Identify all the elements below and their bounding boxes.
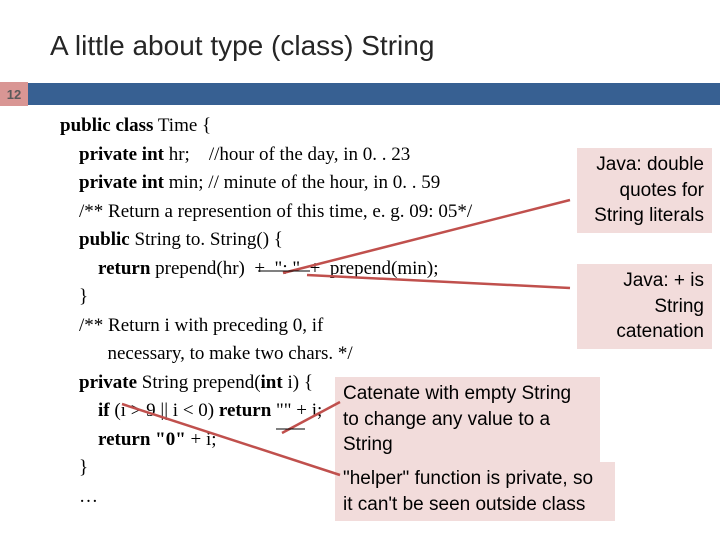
callout-catenation: Java: + is String catenation — [577, 264, 712, 349]
callout-empty-string: Catenate with empty String to change any… — [335, 377, 600, 462]
callout-double-quotes: Java: double quotes for String literals — [577, 148, 712, 233]
page-number: 12 — [0, 82, 28, 106]
slide-title: A little about type (class) String — [50, 30, 434, 62]
header-bar — [0, 83, 720, 105]
callout-helper-private: "helper" function is private, so it can'… — [335, 462, 615, 521]
